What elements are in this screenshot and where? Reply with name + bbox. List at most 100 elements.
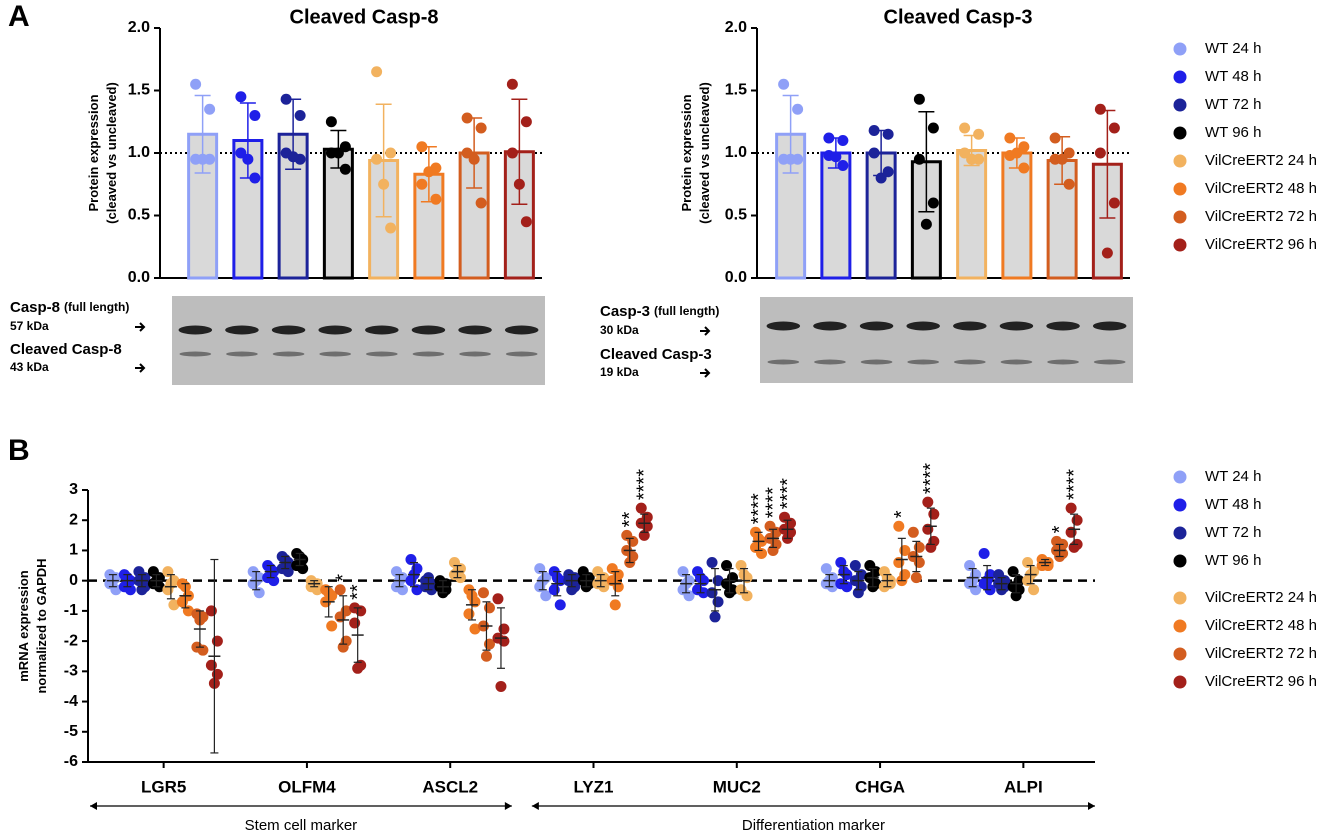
data-point <box>349 617 360 628</box>
data-point <box>1064 179 1075 190</box>
legend-label: WT 48 h <box>1205 68 1261 85</box>
blot-band <box>906 322 940 331</box>
data-point <box>921 219 932 230</box>
blot-band <box>225 326 259 335</box>
y-axis-label-line: Protein expression <box>86 94 101 211</box>
data-point <box>507 79 518 90</box>
blot-band <box>767 322 801 331</box>
data-point <box>959 123 970 134</box>
data-point <box>1018 163 1029 174</box>
data-point <box>966 154 977 165</box>
data-point <box>268 575 279 586</box>
y-axis-label-line: mRNA expression <box>16 570 31 682</box>
blot-band <box>226 352 258 357</box>
blot-band <box>318 326 352 335</box>
legend-marker <box>1174 620 1187 633</box>
legend-label: VilCreERT2 96 h <box>1205 236 1317 253</box>
blot-band <box>1047 360 1079 365</box>
x-tick-label: ALPI <box>1004 777 1043 796</box>
data-point <box>476 198 487 209</box>
data-point <box>212 636 223 647</box>
data-point <box>678 566 689 577</box>
chart-title: Cleaved Casp-3 <box>884 6 1033 28</box>
blot-arrow <box>700 327 709 335</box>
legend-label: VilCreERT2 24 h <box>1205 589 1317 606</box>
y-tick-label: 3 <box>69 481 78 498</box>
blot-label: Casp-8 (full length) <box>10 299 129 316</box>
panel-label: A <box>8 0 30 33</box>
data-point <box>295 110 306 121</box>
data-point <box>1109 198 1120 209</box>
data-point <box>1022 557 1033 568</box>
blot-kda: 43 kDa <box>10 360 49 374</box>
significance-label: ** <box>347 584 369 600</box>
data-point <box>837 135 848 146</box>
data-point <box>707 587 718 598</box>
panel-label: B <box>8 434 30 467</box>
figure: A B 0.00.51.01.52.0Protein expression(cl… <box>0 0 1334 838</box>
legend-marker <box>1174 211 1187 224</box>
data-point <box>778 79 789 90</box>
data-point <box>973 129 984 140</box>
blot-band <box>505 326 539 335</box>
data-point <box>1109 123 1120 134</box>
blot-band <box>814 360 846 365</box>
legend-marker <box>1174 43 1187 56</box>
blot-note: (full length) <box>64 300 129 314</box>
data-point <box>242 154 253 165</box>
legend-label: WT 24 h <box>1205 40 1261 57</box>
data-point <box>162 566 173 577</box>
y-tick-label: 2.0 <box>725 19 747 36</box>
significance-label: **** <box>634 469 656 500</box>
legend-label: VilCreERT2 96 h <box>1205 673 1317 690</box>
legend-marker <box>1174 676 1187 689</box>
y-tick-label: 0.0 <box>128 269 150 286</box>
data-point <box>1095 104 1106 115</box>
y-tick-label: -6 <box>64 753 78 770</box>
data-point <box>914 154 925 165</box>
data-point <box>507 148 518 159</box>
blot-band <box>953 322 987 331</box>
legend-label: WT 24 h <box>1205 468 1261 485</box>
data-point <box>492 593 503 604</box>
legend-label: WT 48 h <box>1205 496 1261 513</box>
blot-label: Cleaved Casp-8 <box>10 341 122 358</box>
blot-kda: 30 kDa <box>600 323 639 337</box>
data-point <box>333 148 344 159</box>
data-point <box>463 608 474 619</box>
blot-band <box>506 352 538 357</box>
data-point <box>922 497 933 508</box>
data-point <box>297 563 308 574</box>
data-point <box>249 110 260 121</box>
x-tick-label: LGR5 <box>141 777 186 796</box>
legend-label: VilCreERT2 48 h <box>1205 617 1317 634</box>
legend-marker <box>1174 127 1187 140</box>
data-point <box>830 151 841 162</box>
data-point <box>498 624 509 635</box>
data-point <box>876 173 887 184</box>
y-tick-label: 1.5 <box>725 82 747 99</box>
y-tick-label: -1 <box>64 602 78 619</box>
blot-band <box>1046 322 1080 331</box>
data-point <box>911 572 922 583</box>
data-point <box>964 560 975 571</box>
data-point <box>206 660 217 671</box>
blot-band <box>272 326 306 335</box>
data-point <box>469 154 480 165</box>
blot-band <box>1094 360 1126 365</box>
data-point <box>1028 584 1039 595</box>
blot-protein: Casp-8 <box>10 299 60 316</box>
data-point <box>869 148 880 159</box>
blot-image <box>760 297 1133 383</box>
blot-band <box>413 352 445 357</box>
data-point <box>352 663 363 674</box>
blot-band <box>861 360 893 365</box>
y-tick-label: 1.0 <box>128 144 150 161</box>
data-point <box>1050 133 1061 144</box>
data-point <box>498 636 509 647</box>
data-point <box>249 173 260 184</box>
x-tick-label: ASCL2 <box>422 777 478 796</box>
data-point <box>416 141 427 152</box>
y-tick-label: -4 <box>64 693 78 710</box>
